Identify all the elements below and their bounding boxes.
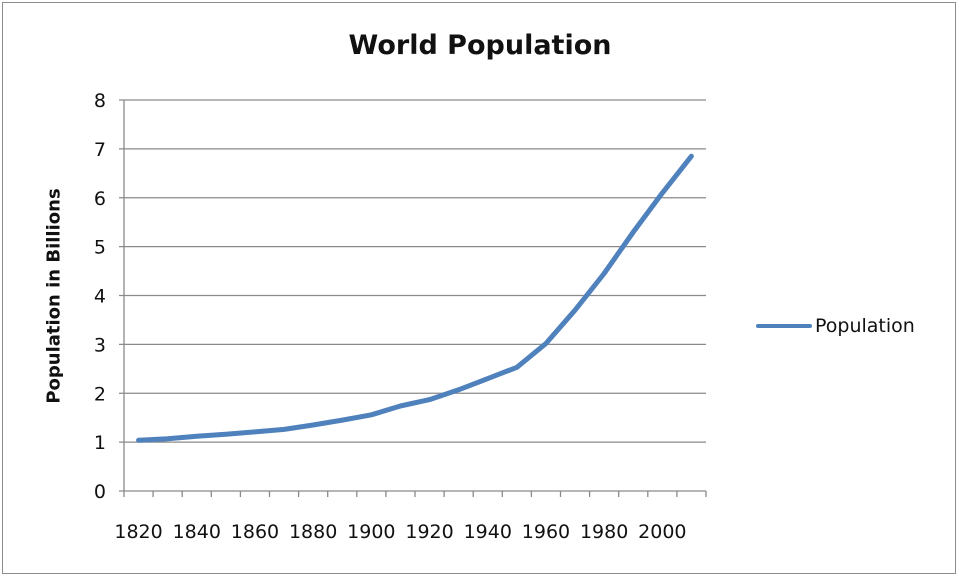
- series-layer: [136, 153, 694, 443]
- y-tick-labels: 0 1 2 3 4 5 6 7 8: [94, 90, 106, 503]
- legend-label: Population: [815, 315, 915, 337]
- x-tick-label-1880: 1880: [289, 521, 337, 543]
- y-tick-label-6: 6: [94, 188, 106, 210]
- x-tick-label-1940: 1940: [464, 521, 512, 543]
- y-tick-label-4: 4: [94, 286, 106, 308]
- x-tick-label-1960: 1960: [522, 521, 570, 543]
- y-tick-label-8: 8: [94, 90, 106, 112]
- x-tick-labels: 1820 1840 1860 1880 1900 1920 1940 1960 1980 2000: [114, 521, 686, 543]
- x-tick-label-1860: 1860: [231, 521, 279, 543]
- y-tick-label-2: 2: [94, 383, 106, 405]
- x-tick-label-1980: 1980: [580, 521, 628, 543]
- legend: Population: [756, 313, 915, 339]
- y-tick-label-1: 1: [94, 432, 106, 454]
- legend-swatch: [756, 324, 812, 328]
- x-tick-label-1820: 1820: [114, 521, 162, 543]
- chart-title: World Population: [348, 30, 612, 61]
- x-tick-label-2000: 2000: [638, 521, 686, 543]
- y-tick-label-3: 3: [94, 334, 106, 356]
- x-tick-label-1920: 1920: [405, 521, 453, 543]
- x-tick-label-1900: 1900: [347, 521, 395, 543]
- x-tick-label-1840: 1840: [173, 521, 221, 543]
- y-tick-label-7: 7: [94, 139, 106, 161]
- y-tick-label-5: 5: [94, 237, 106, 259]
- y-tick-label-0: 0: [94, 481, 106, 503]
- series-line-0: [136, 153, 694, 443]
- axes: [119, 100, 707, 497]
- gridlines: [119, 99, 706, 443]
